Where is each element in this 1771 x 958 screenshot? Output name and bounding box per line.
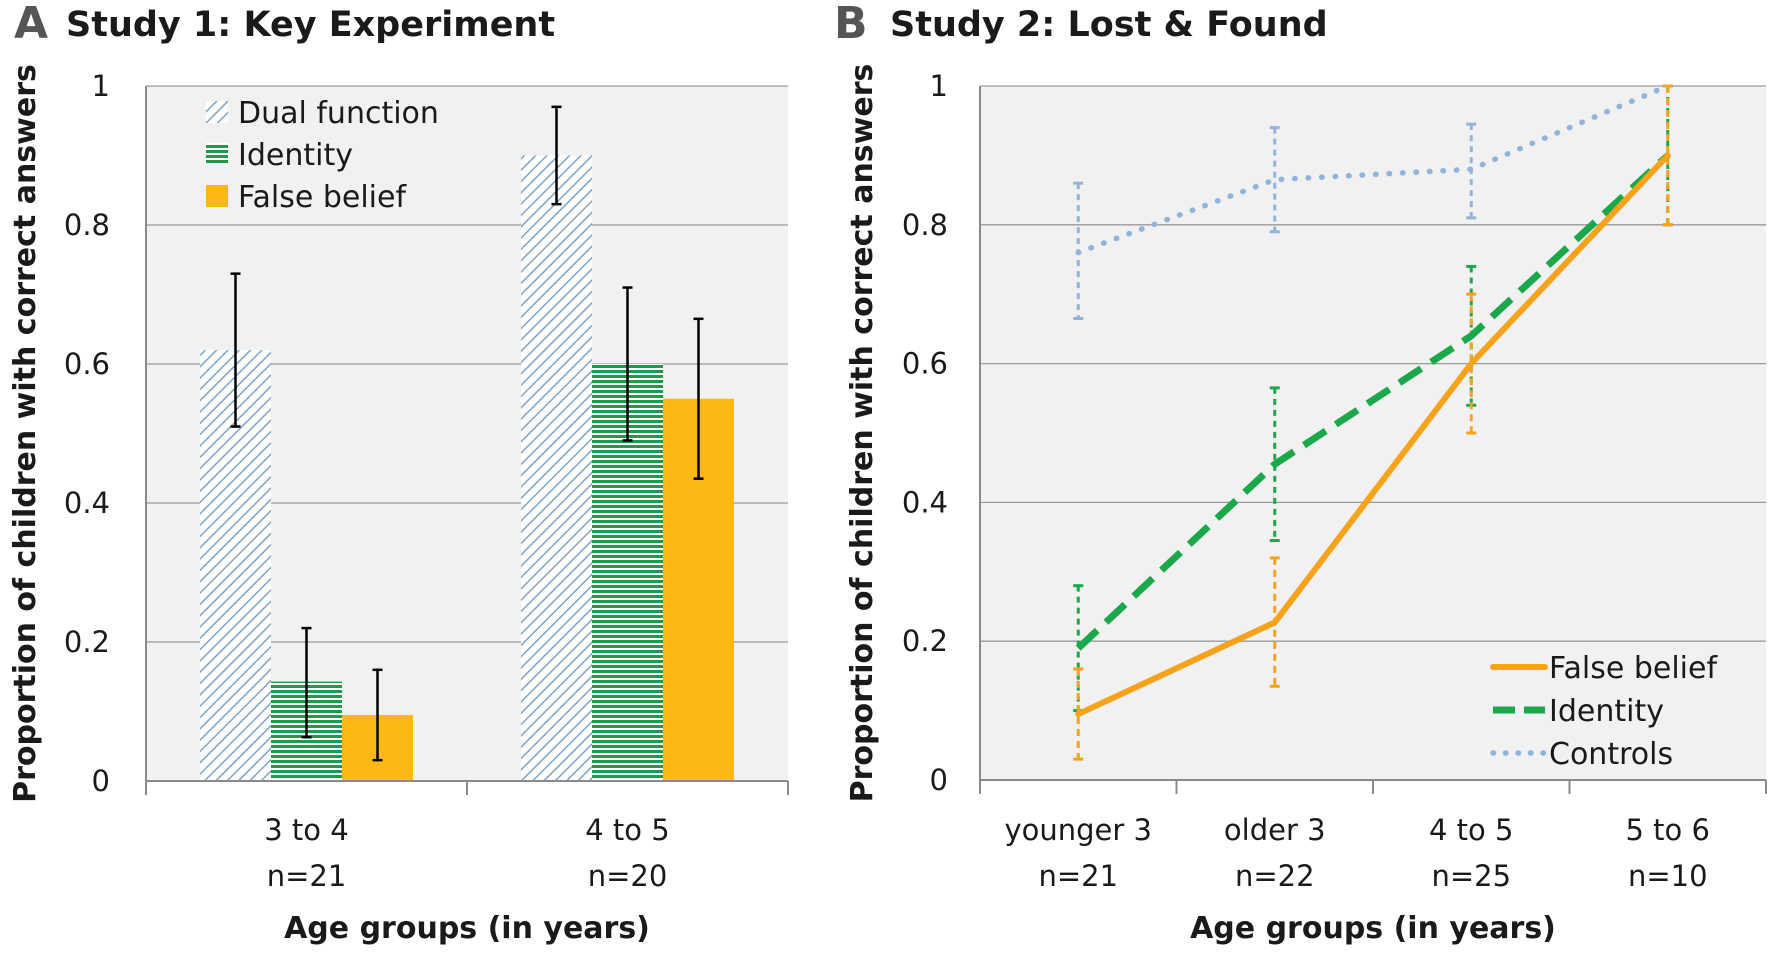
panel-a-x-tick-label: n=21 — [267, 859, 347, 893]
panel-a-legend-label: False belief — [238, 180, 407, 215]
panel-a-letter: A — [14, 0, 48, 49]
panel-b-legend-label: False belief — [1549, 651, 1718, 686]
panel-b-x-tick-label: 4 to 5 — [1429, 813, 1513, 847]
panel-b-legend: False belief Identity Controls — [1490, 651, 1718, 772]
panel-b-series-lines — [1075, 83, 1671, 718]
panel-a-x-tick-labels: 3 to 4 n=21 4 to 5 n=20 — [264, 813, 669, 893]
panel-a-axes — [145, 86, 789, 795]
panel-a-bars — [200, 155, 734, 781]
panel-b-legend-label: Identity — [1549, 694, 1664, 729]
panel-b-y-tick-label: 0 — [930, 763, 948, 797]
panel-b-x-tick-label: n=21 — [1038, 859, 1118, 893]
panel-b-x-tick-label: younger 3 — [1004, 813, 1152, 847]
panel-a-y-tick-label: 1 — [92, 69, 110, 103]
panel-b-x-tick-label: n=10 — [1628, 859, 1708, 893]
panel-a-legend-swatch — [206, 185, 228, 207]
panel-a-legend-label: Dual function — [238, 96, 439, 131]
panel-b-y-tick-label: 0.8 — [902, 208, 948, 242]
panel-a-x-tick-label: n=20 — [588, 859, 668, 893]
panel-b-line-controls — [1075, 83, 1671, 256]
panel-a-y-tick-labels: 0 0.2 0.4 0.6 0.8 1 — [64, 69, 110, 798]
panel-a-y-tick-label: 0.8 — [64, 208, 110, 242]
panel-b-line-false-belief — [1075, 152, 1671, 718]
panel-b-legend-label: Controls — [1549, 737, 1673, 772]
panel-a-y-tick-label: 0 — [92, 764, 110, 798]
panel-b-axes — [979, 86, 1767, 794]
panel-b-x-tick-label: 5 to 6 — [1626, 813, 1710, 847]
panel-b-x-tick-label: n=22 — [1235, 859, 1315, 893]
panel-b-line-identity — [1075, 152, 1671, 651]
panel-a-y-tick-label: 0.4 — [64, 486, 110, 520]
panel-b-x-tick-label: n=25 — [1431, 859, 1511, 893]
panel-a-y-axis-label: Proportion of children with correct answ… — [8, 64, 43, 803]
panel-b-x-tick-labels: younger 3 n=21 older 3 n=22 4 to 5 n=25 5 to 6… — [1004, 813, 1709, 893]
panel-a-bar-dual-function — [521, 155, 592, 781]
panel-b-plot-area — [980, 86, 1766, 780]
panel-b-y-tick-label: 0.2 — [902, 624, 948, 658]
panel-b-title: Study 2: Lost & Found — [890, 5, 1328, 45]
panel-b-y-tick-label: 0.4 — [902, 485, 948, 519]
panel-a-x-axis-label: Age groups (in years) — [284, 911, 650, 946]
panel-a-x-tick-label: 4 to 5 — [585, 813, 669, 847]
panel-b-x-axis-label: Age groups (in years) — [1190, 911, 1556, 946]
panel-a-legend-swatch — [206, 143, 228, 165]
panel-a-x-tick-label: 3 to 4 — [264, 813, 348, 847]
panel-b-letter: B — [834, 0, 868, 49]
panel-b-y-tick-labels: 0 0.2 0.4 0.6 0.8 1 — [902, 69, 948, 797]
panel-b-gridlines — [980, 85, 1766, 642]
panel-a-header: A Study 1: Key Experiment — [14, 0, 555, 49]
panel-b-y-axis-label: Proportion of children with correct answ… — [845, 64, 880, 803]
panel-a-error-bars — [230, 105, 704, 762]
panel-b-header: B Study 2: Lost & Found — [834, 0, 1328, 49]
panel-a-title: Study 1: Key Experiment — [66, 5, 555, 45]
panel-a-legend: Dual function Identity False belief — [206, 96, 439, 215]
panel-b-chart: 0 0.2 0.4 0.6 0.8 1 younger 3 n=21 older 3 n=22 4… — [845, 64, 1767, 946]
panel-a-legend-swatch — [206, 101, 228, 123]
panel-b-x-tick-label: older 3 — [1224, 813, 1326, 847]
panel-a-y-tick-label: 0.2 — [64, 625, 110, 659]
panel-a-y-tick-label: 0.6 — [64, 347, 110, 381]
panel-b-y-tick-label: 0.6 — [902, 347, 948, 381]
panel-a-chart: 0 0.2 0.4 0.6 0.8 1 3 to 4 n=21 4 to 5 n=20 Dual… — [8, 64, 789, 946]
panel-b-y-tick-label: 1 — [930, 69, 948, 103]
panel-a-legend-label: Identity — [238, 138, 353, 173]
